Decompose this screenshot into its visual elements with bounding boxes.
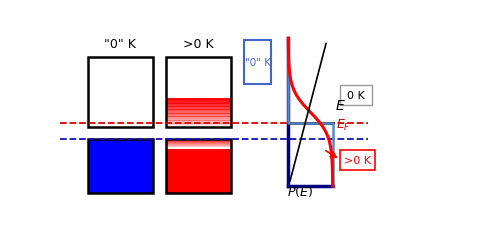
Bar xyxy=(166,140,231,193)
Text: "0" K: "0" K xyxy=(104,37,136,50)
Bar xyxy=(166,125,231,126)
Bar xyxy=(166,105,231,106)
Bar xyxy=(166,102,231,103)
Text: "0" K: "0" K xyxy=(245,58,271,68)
Bar xyxy=(166,98,231,99)
Bar xyxy=(166,140,231,141)
Bar xyxy=(166,101,231,102)
Bar xyxy=(166,106,231,107)
Text: >0 K: >0 K xyxy=(183,37,214,50)
Bar xyxy=(166,148,231,149)
Bar xyxy=(166,143,231,144)
Text: $E_F$: $E_F$ xyxy=(336,117,352,132)
Bar xyxy=(166,127,231,128)
Bar xyxy=(166,121,231,122)
Bar xyxy=(166,144,231,145)
Bar xyxy=(166,113,231,114)
Bar xyxy=(166,120,231,121)
Bar xyxy=(166,58,231,128)
Bar xyxy=(166,108,231,109)
Bar xyxy=(166,118,231,119)
Bar xyxy=(340,150,376,170)
Bar xyxy=(166,120,231,121)
Bar xyxy=(166,117,231,118)
Bar xyxy=(166,140,231,193)
Bar xyxy=(166,143,231,144)
Bar xyxy=(166,117,231,118)
Bar xyxy=(166,99,231,100)
Bar xyxy=(166,141,231,142)
Text: $\mathbf{\mathit{E}}$: $\mathbf{\mathit{E}}$ xyxy=(334,99,345,113)
Bar xyxy=(166,113,231,114)
Bar xyxy=(166,115,231,116)
Bar xyxy=(166,58,231,128)
Bar xyxy=(88,140,153,193)
Bar xyxy=(244,41,272,84)
Bar xyxy=(166,122,231,123)
Text: >0 K: >0 K xyxy=(344,155,371,165)
Bar xyxy=(166,109,231,110)
Bar xyxy=(166,123,231,124)
Bar xyxy=(166,110,231,111)
Text: $P(E)$: $P(E)$ xyxy=(287,183,313,198)
Bar xyxy=(166,119,231,120)
Bar xyxy=(166,140,231,141)
Bar xyxy=(166,110,231,111)
Bar xyxy=(88,58,153,128)
Bar xyxy=(166,148,231,149)
Bar xyxy=(166,114,231,115)
Bar xyxy=(166,111,231,112)
Text: 0 K: 0 K xyxy=(347,91,365,101)
Bar xyxy=(340,86,372,106)
Bar xyxy=(166,146,231,147)
Bar xyxy=(166,124,231,125)
Bar xyxy=(166,141,231,142)
Bar xyxy=(166,124,231,125)
Bar xyxy=(166,126,231,127)
Bar xyxy=(166,112,231,113)
Bar xyxy=(166,107,231,108)
Bar xyxy=(166,100,231,101)
Bar xyxy=(166,103,231,104)
Bar xyxy=(166,147,231,148)
Bar xyxy=(166,104,231,105)
Bar xyxy=(166,116,231,117)
Bar xyxy=(166,145,231,146)
Bar xyxy=(166,142,231,143)
Bar xyxy=(166,146,231,147)
